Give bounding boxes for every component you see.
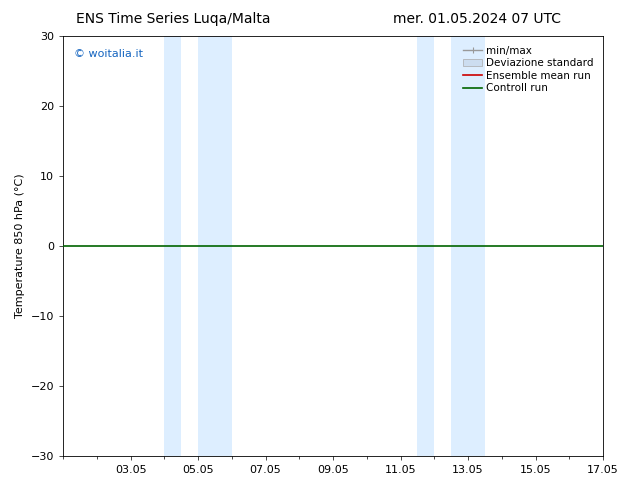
Bar xyxy=(417,36,434,456)
Text: mer. 01.05.2024 07 UTC: mer. 01.05.2024 07 UTC xyxy=(393,12,561,26)
Legend: min/max, Deviazione standard, Ensemble mean run, Controll run: min/max, Deviazione standard, Ensemble m… xyxy=(459,41,598,98)
Bar xyxy=(451,36,485,456)
Bar xyxy=(164,36,181,456)
Y-axis label: Temperature 850 hPa (°C): Temperature 850 hPa (°C) xyxy=(15,174,25,318)
Bar xyxy=(198,36,232,456)
Text: © woitalia.it: © woitalia.it xyxy=(74,49,143,59)
Text: ENS Time Series Luqa/Malta: ENS Time Series Luqa/Malta xyxy=(76,12,271,26)
